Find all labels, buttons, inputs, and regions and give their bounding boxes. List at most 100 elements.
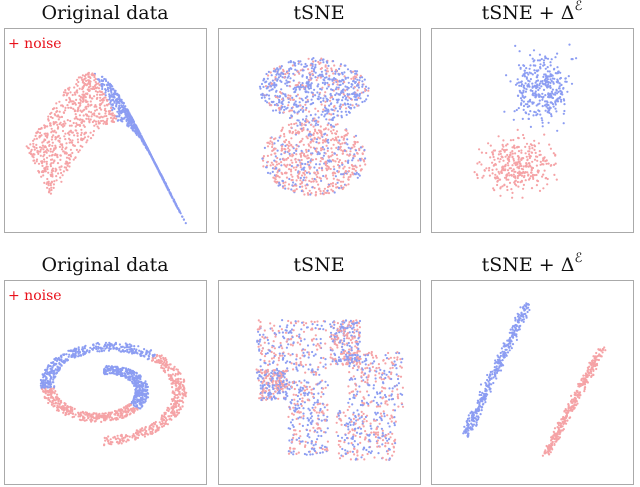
point: [310, 180, 313, 183]
point: [96, 125, 99, 128]
point: [39, 150, 42, 153]
point: [541, 119, 544, 122]
point: [54, 390, 57, 393]
point: [108, 372, 111, 375]
point: [534, 151, 537, 154]
point: [75, 122, 78, 125]
point: [154, 430, 157, 434]
point: [171, 373, 174, 376]
point: [136, 433, 139, 436]
point: [50, 171, 53, 174]
point: [307, 149, 310, 152]
point: [516, 180, 519, 184]
point: [102, 93, 105, 96]
point: [312, 57, 315, 60]
point: [336, 114, 339, 117]
point: [67, 132, 70, 135]
point: [72, 107, 75, 110]
point: [303, 123, 306, 126]
point: [529, 54, 532, 57]
point: [324, 191, 327, 194]
point: [103, 120, 106, 123]
point: [157, 168, 160, 171]
point: [97, 78, 100, 81]
point: [304, 103, 307, 106]
point: [110, 371, 114, 374]
point: [137, 391, 140, 394]
point: [342, 176, 345, 179]
point: [351, 167, 354, 170]
point: [111, 112, 114, 115]
point: [536, 70, 539, 73]
point: [310, 77, 313, 80]
point: [130, 344, 133, 347]
point: [60, 124, 63, 127]
title-text: tSNE + Δ: [482, 2, 575, 24]
point: [296, 164, 299, 167]
point: [118, 98, 121, 101]
point: [506, 185, 509, 188]
point: [297, 132, 300, 135]
point: [551, 92, 554, 95]
point: [286, 72, 289, 75]
point: [323, 104, 327, 107]
point: [554, 91, 557, 94]
point: [47, 118, 50, 121]
point: [546, 57, 550, 60]
point: [278, 136, 281, 139]
point: [65, 98, 68, 102]
point: [138, 389, 141, 392]
point: [525, 67, 528, 70]
point: [53, 363, 56, 366]
point: [314, 113, 317, 116]
point: [307, 68, 310, 71]
point: [487, 142, 490, 145]
point: [38, 134, 41, 138]
point: [83, 132, 86, 135]
title-text: Original data: [41, 254, 168, 276]
point: [494, 173, 497, 176]
point: [144, 398, 147, 401]
point: [351, 104, 354, 107]
point: [349, 147, 352, 150]
point: [336, 123, 339, 126]
point: [554, 56, 557, 59]
point: [339, 145, 342, 148]
point: [346, 132, 349, 135]
point: [106, 117, 109, 120]
point: [343, 71, 346, 74]
point: [339, 63, 343, 66]
point: [307, 171, 310, 174]
point: [115, 102, 118, 105]
point: [326, 112, 329, 115]
point: [133, 380, 136, 383]
point: [305, 135, 308, 138]
point: [112, 95, 115, 98]
point: [176, 388, 179, 392]
point: [83, 75, 86, 78]
point: [307, 57, 310, 60]
point: [48, 187, 51, 191]
point: [313, 166, 316, 169]
point: [301, 137, 304, 140]
point: [30, 153, 33, 156]
point: [143, 435, 146, 438]
point: [539, 67, 542, 70]
point: [53, 385, 56, 388]
point: [361, 152, 364, 155]
point: [340, 110, 343, 113]
point: [293, 151, 296, 155]
point: [128, 413, 131, 416]
point: [132, 400, 135, 403]
point: [73, 91, 76, 94]
point: [116, 366, 119, 369]
point: [288, 163, 292, 167]
point: [84, 96, 87, 99]
point: [109, 100, 112, 103]
point: [268, 89, 271, 92]
point: [120, 345, 123, 348]
point: [303, 155, 306, 158]
point: [132, 434, 136, 437]
point: [324, 140, 327, 143]
point: [140, 135, 143, 138]
